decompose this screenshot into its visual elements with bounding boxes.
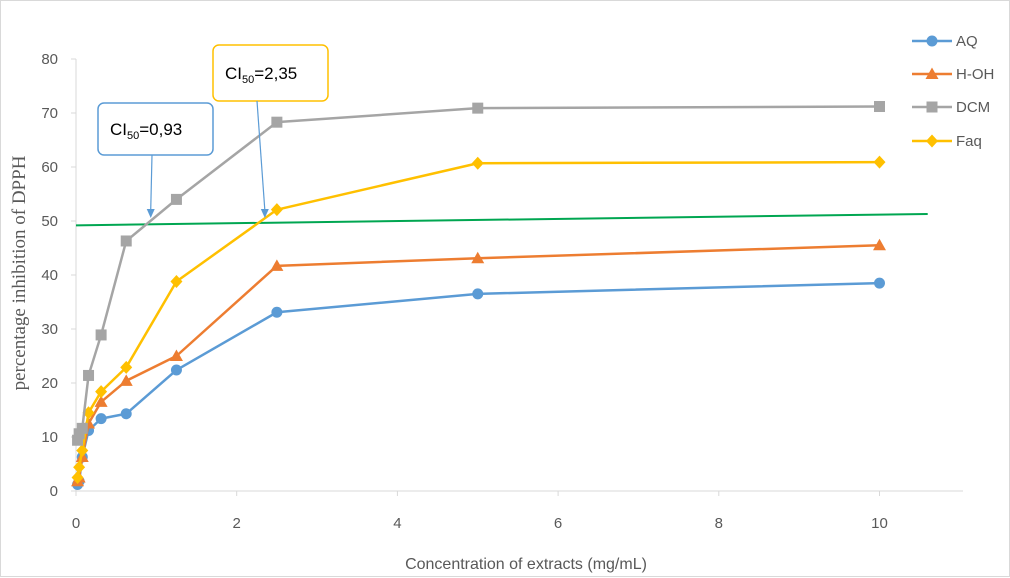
data-point-dcm — [95, 329, 107, 341]
axes: 0 10 20 30 40 50 60 70 80 0 2 4 6 8 10 — [41, 51, 963, 532]
data-point-h-oh — [873, 238, 886, 251]
arrow-head-icon — [146, 209, 155, 218]
data-point-dcm — [120, 235, 132, 247]
data-point-dcm — [170, 193, 182, 205]
legend-label: DCM — [956, 99, 990, 116]
legend: AQ H-OH DCM Faq — [912, 33, 994, 150]
y-tick-label: 30 — [41, 321, 58, 338]
data-point-dcm — [472, 102, 484, 114]
series-group — [71, 101, 886, 491]
y-tick-label: 70 — [41, 105, 58, 122]
series-line-aq — [76, 281, 880, 486]
y-tick-label: 40 — [41, 267, 58, 284]
callout-box — [212, 44, 329, 102]
data-point-h-oh — [471, 251, 485, 264]
y-axis-label: percentage inhibition of DPPH — [9, 155, 30, 390]
callout-subscript: 50 — [242, 74, 254, 86]
callout-subscript: 50 — [127, 130, 139, 142]
legend-item-dcm: DCM — [912, 99, 990, 116]
y-tick-label: 20 — [41, 375, 58, 392]
callout-prefix: CI — [225, 64, 242, 83]
callout-faq: CI50=2,35 — [212, 44, 329, 218]
data-point-dcm — [72, 434, 84, 446]
data-point-faq — [120, 360, 133, 374]
data-point-h-oh — [94, 395, 108, 407]
data-point-faq — [270, 203, 283, 217]
series-line-dcm — [76, 105, 880, 441]
legend-marker-dcm — [926, 101, 938, 113]
legend-marker-h-oh — [925, 67, 939, 79]
legend-label: H-OH — [956, 66, 994, 83]
x-tick-label: 10 — [871, 515, 888, 532]
data-point-h-oh — [169, 349, 183, 361]
x-tick-label: 4 — [393, 515, 401, 532]
data-point-aq — [170, 364, 182, 376]
legend-item-aq: AQ — [912, 33, 978, 50]
x-tick-label: 2 — [233, 515, 241, 532]
data-point-faq — [76, 444, 89, 457]
data-point-faq — [95, 385, 108, 399]
legend-label: AQ — [956, 33, 978, 50]
data-point-dcm — [874, 101, 885, 113]
callout-label: CI50=2,35 — [225, 64, 297, 86]
y-tick-label: 60 — [41, 159, 58, 176]
y-tick-label: 0 — [50, 483, 58, 500]
callout-prefix: CI — [110, 120, 127, 139]
data-point-aq — [120, 408, 132, 420]
data-point-h-oh — [270, 259, 284, 271]
legend-item-h-oh: H-OH — [912, 66, 994, 83]
data-point-dcm — [76, 422, 88, 434]
callout-value: =2,35 — [254, 64, 297, 83]
data-point-h-oh — [119, 374, 133, 386]
data-point-aq — [271, 306, 283, 318]
reference-line-group — [75, 212, 928, 227]
data-point-faq — [471, 156, 484, 170]
y-tick-label: 80 — [41, 51, 58, 68]
callout-arrow — [256, 100, 266, 211]
data-point-aq — [874, 277, 885, 289]
series-aq — [72, 277, 885, 491]
callout-dcm: CI50=0,93 — [97, 102, 214, 218]
x-axis-label: Concentration of extracts (mg/mL) — [405, 556, 647, 573]
x-tick-label: 8 — [715, 515, 723, 532]
callout-value: =0,93 — [139, 120, 182, 139]
callout-arrow — [150, 154, 153, 211]
legend-item-faq: Faq — [912, 133, 982, 150]
y-tick-label: 50 — [41, 213, 58, 230]
data-point-aq — [472, 288, 484, 300]
arrow-head-icon — [260, 209, 269, 218]
x-tick-label: 6 — [554, 515, 562, 532]
data-point-faq — [873, 155, 886, 169]
data-point-aq — [95, 413, 107, 425]
legend-marker-faq — [926, 134, 938, 148]
series-line-faq — [76, 160, 880, 478]
legend-marker-aq — [926, 35, 938, 47]
data-point-faq — [170, 274, 183, 288]
data-point-faq — [71, 471, 84, 484]
x-tick-label: 0 — [72, 515, 80, 532]
y-tick-label: 10 — [41, 429, 58, 446]
data-point-dcm — [271, 116, 283, 128]
series-h-oh — [71, 238, 886, 487]
callout-box — [97, 102, 214, 156]
data-point-dcm — [83, 369, 95, 381]
reference-line-50 — [75, 212, 928, 227]
series-line-h-oh — [76, 244, 880, 482]
series-dcm — [72, 101, 885, 446]
legend-label: Faq — [956, 133, 982, 150]
series-faq — [71, 155, 886, 484]
callout-label: CI50=0,93 — [110, 120, 182, 142]
data-point-faq — [73, 460, 86, 474]
